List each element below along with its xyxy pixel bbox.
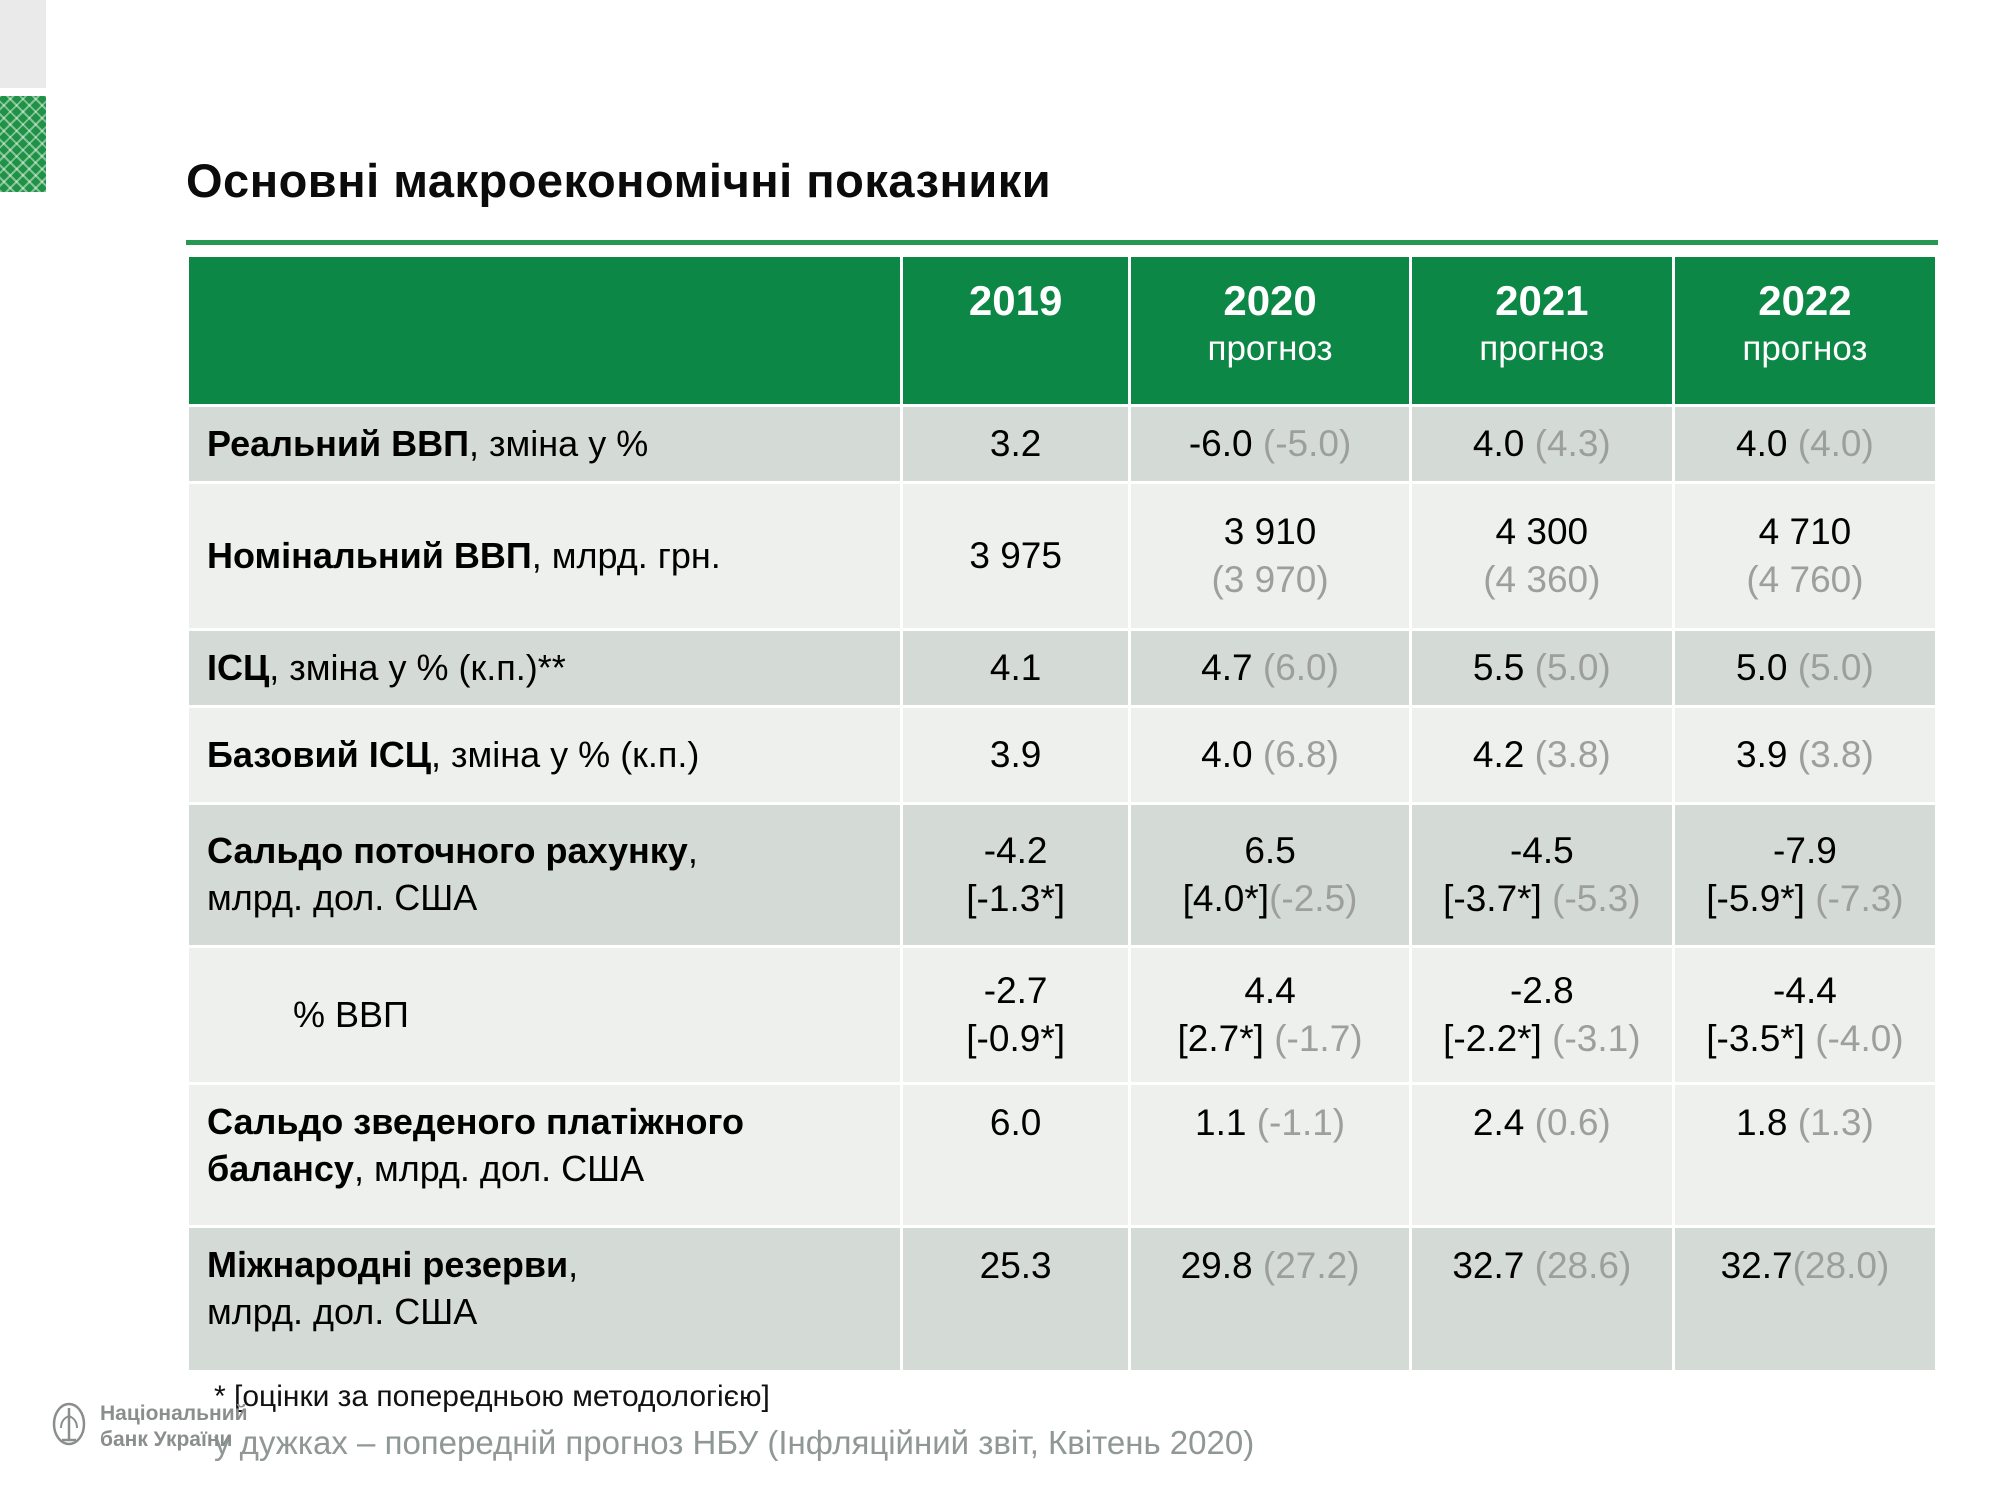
cell-real-gdp-2020: -6.0 (-5.0) xyxy=(1131,407,1409,481)
footnote-previous-forecast: у дужках – попередній прогноз НБУ (Інфля… xyxy=(214,1424,1255,1461)
decor-pattern xyxy=(0,96,46,192)
header-corner-cell xyxy=(189,257,900,404)
header-sub-2019 xyxy=(904,328,1127,370)
header-col-2019: 2019 xyxy=(902,257,1129,404)
macro-indicators-table: 2019 2020 прогноз 2021 прогноз 2022 прог… xyxy=(186,254,1938,1373)
cell-core-cpi-2021: 4.2 (3.8) xyxy=(1411,708,1672,802)
table-body: Реальний ВВП, зміна у % 3.2 -6.0 (-5.0) 4.0… xyxy=(189,407,1935,1370)
row-label-current-account: Сальдо поточного рахунку, млрд. дол. США xyxy=(189,805,900,945)
cell-core-cpi-2022: 3.9 (3.8) xyxy=(1674,708,1935,802)
table-row-consolidated-bop: Сальдо зведеного платіжного балансу, млрд… xyxy=(189,1085,1935,1225)
cell-consolidated-bop-2020: 1.1 (-1.1) xyxy=(1131,1085,1409,1225)
cell-nominal-gdp-2019: 3 975 xyxy=(902,484,1129,628)
header-sub-2020: прогноз xyxy=(1207,328,1333,368)
table-row-real-gdp: Реальний ВВП, зміна у % 3.2 -6.0 (-5.0) 4.0… xyxy=(189,407,1935,481)
cell-nominal-gdp-2022: 4 710 (4 760) xyxy=(1674,484,1935,628)
row-label-nominal-gdp: Номінальний ВВП, млрд. грн. xyxy=(189,484,900,628)
cell-international-reserves-2019: 25.3 xyxy=(902,1228,1129,1370)
row-label-current-account-pct-gdp: % ВВП xyxy=(189,948,900,1082)
cell-cpi-2022: 5.0 (5.0) xyxy=(1674,631,1935,705)
table-row-nominal-gdp: Номінальний ВВП, млрд. грн. 3 975 3 910 (3 … xyxy=(189,484,1935,628)
cell-consolidated-bop-2021: 2.4 (0.6) xyxy=(1411,1085,1672,1225)
row-label-cpi: ІСЦ, зміна у % (к.п.)** xyxy=(189,631,900,705)
header-sub-2022: прогноз xyxy=(1742,328,1868,368)
header-sub-2021: прогноз xyxy=(1479,328,1605,368)
cell-core-cpi-2019: 3.9 xyxy=(902,708,1129,802)
footnote-methodology: * [оцінки за попередньою методологією] xyxy=(214,1380,770,1413)
nbu-logo: Національний банк України xyxy=(46,1398,248,1455)
nbu-logo-text-line2: банк України xyxy=(100,1427,233,1451)
cell-nominal-gdp-2020: 3 910 (3 970) xyxy=(1131,484,1409,628)
accent-rule xyxy=(186,240,1938,245)
cell-real-gdp-2021: 4.0 (4.3) xyxy=(1411,407,1672,481)
cell-current-account-pct-gdp-2019: -2.7 [-0.9*] xyxy=(902,948,1129,1082)
table-row-current-account: Сальдо поточного рахунку, млрд. дол. США -… xyxy=(189,805,1935,945)
cell-cpi-2021: 5.5 (5.0) xyxy=(1411,631,1672,705)
cell-real-gdp-2019: 3.2 xyxy=(902,407,1129,481)
header-col-2022: 2022 прогноз xyxy=(1674,257,1935,404)
cell-current-account-2022: -7.9 [-5.9*] (-7.3) xyxy=(1674,805,1935,945)
nbu-logo-text-line1: Національний xyxy=(100,1402,248,1426)
cell-real-gdp-2022: 4.0 (4.0) xyxy=(1674,407,1935,481)
cell-consolidated-bop-2019: 6.0 xyxy=(902,1085,1129,1225)
cell-international-reserves-2022: 32.7(28.0) xyxy=(1674,1228,1935,1370)
cell-international-reserves-2021: 32.7 (28.6) xyxy=(1411,1228,1672,1370)
table-row-international-reserves: Міжнародні резерви, млрд. дол. США 25.3 29.… xyxy=(189,1228,1935,1370)
cell-international-reserves-2020: 29.8 (27.2) xyxy=(1131,1228,1409,1370)
nbu-logo-text: Національний банк України xyxy=(100,1401,248,1451)
header-year-2020: 2020 xyxy=(1223,277,1317,324)
row-label-core-cpi: Базовий ІСЦ, зміна у % (к.п.) xyxy=(189,708,900,802)
table-row-current-account-pct-gdp: % ВВП -2.7 [-0.9*] 4.4 [2.7*] (-1.7) -2.8 [-2.… xyxy=(189,948,1935,1082)
header-col-2021: 2021 прогноз xyxy=(1411,257,1672,404)
row-label-consolidated-bop: Сальдо зведеного платіжного балансу, млрд… xyxy=(189,1085,900,1225)
cell-current-account-pct-gdp-2021: -2.8 [-2.2*] (-3.1) xyxy=(1411,948,1672,1082)
nbu-logo-icon xyxy=(46,1398,92,1455)
cell-current-account-2021: -4.5 [-3.7*] (-5.3) xyxy=(1411,805,1672,945)
cell-core-cpi-2020: 4.0 (6.8) xyxy=(1131,708,1409,802)
header-col-2020: 2020 прогноз xyxy=(1131,257,1409,404)
cell-cpi-2019: 4.1 xyxy=(902,631,1129,705)
header-year-2022: 2022 xyxy=(1758,277,1852,324)
table-header-row: 2019 2020 прогноз 2021 прогноз 2022 прог… xyxy=(189,257,1935,404)
top-left-gray-strip xyxy=(0,0,46,88)
cell-current-account-2019: -4.2 [-1.3*] xyxy=(902,805,1129,945)
cell-nominal-gdp-2021: 4 300 (4 360) xyxy=(1411,484,1672,628)
row-label-real-gdp: Реальний ВВП, зміна у % xyxy=(189,407,900,481)
cell-current-account-pct-gdp-2020: 4.4 [2.7*] (-1.7) xyxy=(1131,948,1409,1082)
cell-current-account-2020: 6.5 [4.0*](-2.5) xyxy=(1131,805,1409,945)
table-row-cpi: ІСЦ, зміна у % (к.п.)** 4.1 4.7 (6.0) 5.5 (… xyxy=(189,631,1935,705)
cell-consolidated-bop-2022: 1.8 (1.3) xyxy=(1674,1085,1935,1225)
header-year-2021: 2021 xyxy=(1495,277,1589,324)
cell-cpi-2020: 4.7 (6.0) xyxy=(1131,631,1409,705)
header-year-2019: 2019 xyxy=(968,277,1063,324)
table-row-core-cpi: Базовий ІСЦ, зміна у % (к.п.) 3.9 4.0 (6.8… xyxy=(189,708,1935,802)
cell-current-account-pct-gdp-2022: -4.4 [-3.5*] (-4.0) xyxy=(1674,948,1935,1082)
page-title: Основні макроекономічні показники xyxy=(186,154,1052,208)
row-label-international-reserves: Міжнародні резерви, млрд. дол. США xyxy=(189,1228,900,1370)
